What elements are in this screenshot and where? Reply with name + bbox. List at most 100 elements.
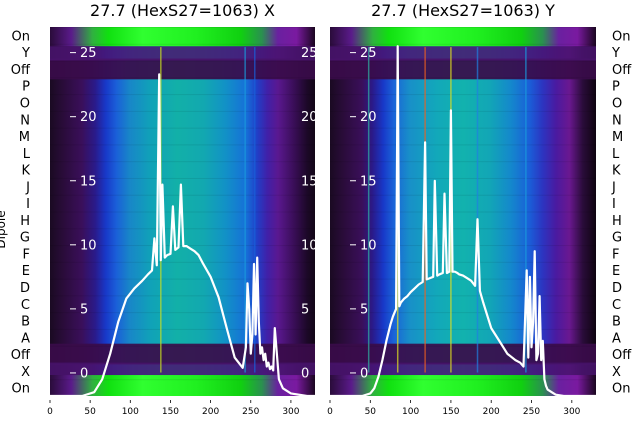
row-label-right: On (612, 29, 630, 44)
row-label-right: C (612, 298, 621, 313)
row-label-right: H (612, 214, 622, 229)
row-label-left: K (21, 164, 30, 179)
row-label-left: Y (21, 46, 30, 61)
heatmap-column-streak (525, 47, 527, 373)
x-tick-label: 0 (327, 407, 333, 417)
heatmap-row-line (330, 27, 596, 28)
heatmap-column-streak (367, 47, 370, 373)
heatmap-row-line (330, 110, 596, 112)
overlay-tick-label-right: 20 (301, 110, 318, 125)
heatmap-row-line (50, 328, 315, 330)
row-label-left: P (22, 80, 30, 95)
heatmap-row-line (50, 127, 315, 129)
heatmap-row-line (50, 278, 315, 280)
row-label-left: On (12, 29, 30, 44)
heatmap-row-line (50, 312, 315, 314)
heatmap-row-line (50, 60, 315, 62)
x-tick-label: 300 (282, 407, 299, 417)
heatmap-column-streak (476, 47, 479, 373)
x-tick-label: 250 (242, 407, 259, 417)
heatmap-row-line (330, 312, 596, 314)
y-axis-label: Dipole (0, 210, 8, 248)
heatmap-row-line (330, 261, 596, 263)
row-label-left: F (23, 247, 30, 262)
chart-title: 27.7 (HexS27=1063) Y (371, 1, 555, 20)
x-tick-label: 0 (47, 407, 53, 417)
heatmap-band (50, 362, 315, 376)
heatmap-row-line (50, 110, 315, 112)
overlay-tick-label: 15 (80, 174, 97, 189)
overlay-line (330, 45, 596, 398)
heatmap-row-line (330, 228, 596, 230)
heatmap-row-line (50, 177, 315, 179)
x-tick-label: 100 (402, 407, 419, 417)
row-label-right: On (612, 382, 630, 397)
x-tick-label: 100 (122, 407, 139, 417)
overlay-tick-label: 25 (80, 46, 97, 61)
row-label-right: K (612, 164, 621, 179)
heatmap-row-line (50, 77, 315, 79)
x-tick-label: 150 (162, 407, 179, 417)
row-label-right: O (612, 96, 622, 111)
overlay-line (50, 73, 315, 398)
heatmap-row-line (50, 345, 315, 347)
heatmap-row-line (330, 328, 596, 330)
overlay-tick-label-right: 0 (301, 366, 309, 381)
heatmap-row-line (330, 127, 596, 129)
overlay-tick-label: 10 (80, 238, 97, 253)
heatmap-row-line (330, 245, 596, 247)
row-label-right: P (612, 80, 620, 95)
heatmap-row-line (50, 27, 315, 28)
row-label-left: L (23, 147, 31, 162)
row-label-left: N (20, 113, 30, 128)
row-label-left: D (20, 281, 30, 296)
x-tick-label: 250 (523, 407, 540, 417)
x-tick-label: 200 (483, 407, 500, 417)
heatmap-strip-bottom (330, 375, 596, 396)
row-label-right: F (612, 247, 619, 262)
overlay-tick-label: 20 (360, 110, 377, 125)
row-label-right: Off (612, 63, 632, 78)
row-label-right: B (612, 315, 621, 330)
row-label-left: B (21, 315, 30, 330)
row-label-left: X (21, 365, 30, 380)
x-tick-label: 300 (563, 407, 580, 417)
overlay-tick-label-right: 15 (301, 174, 318, 189)
overlay-tick-label: 10 (360, 238, 377, 253)
row-label-right: G (612, 231, 622, 246)
x-tick-label: 150 (442, 407, 459, 417)
row-label-left: On (12, 382, 30, 397)
x-tick-label: 50 (365, 407, 377, 417)
row-label-right: D (612, 281, 622, 296)
row-label-left: H (20, 214, 30, 229)
overlay-tick-label-right: 10 (301, 238, 318, 253)
overlay-tick-label: 25 (360, 46, 377, 61)
heatmap-row-line (330, 43, 596, 45)
row-label-right: Y (611, 46, 620, 61)
overlay-tick-label: 20 (80, 110, 97, 125)
row-label-right: N (612, 113, 622, 128)
row-label-left: I (26, 197, 30, 212)
heatmap-row-line (330, 211, 596, 213)
heatmap-strip-top (50, 27, 315, 47)
overlay-tick-label: 5 (360, 302, 368, 317)
heatmap-row-line (50, 362, 315, 364)
overlay-tick-label: 15 (360, 174, 377, 189)
heatmap-column-streak (244, 47, 246, 373)
heatmap-row-line (50, 94, 315, 96)
row-label-right: J (611, 180, 616, 195)
row-label-left: E (22, 264, 30, 279)
heatmap-strip-bottom (50, 375, 315, 396)
heatmap-row-line (330, 379, 596, 381)
heatmap-row-line (330, 144, 596, 146)
heatmap-row-line (330, 161, 596, 163)
row-label-right: A (612, 331, 621, 346)
x-tick-label: 200 (202, 407, 219, 417)
heatmap-row-line (330, 60, 596, 62)
row-label-left: G (20, 231, 30, 246)
heatmap-off-band (50, 343, 315, 365)
heatmap-row-line (330, 345, 596, 347)
row-label-left: A (21, 331, 30, 346)
row-label-right: I (612, 197, 616, 212)
